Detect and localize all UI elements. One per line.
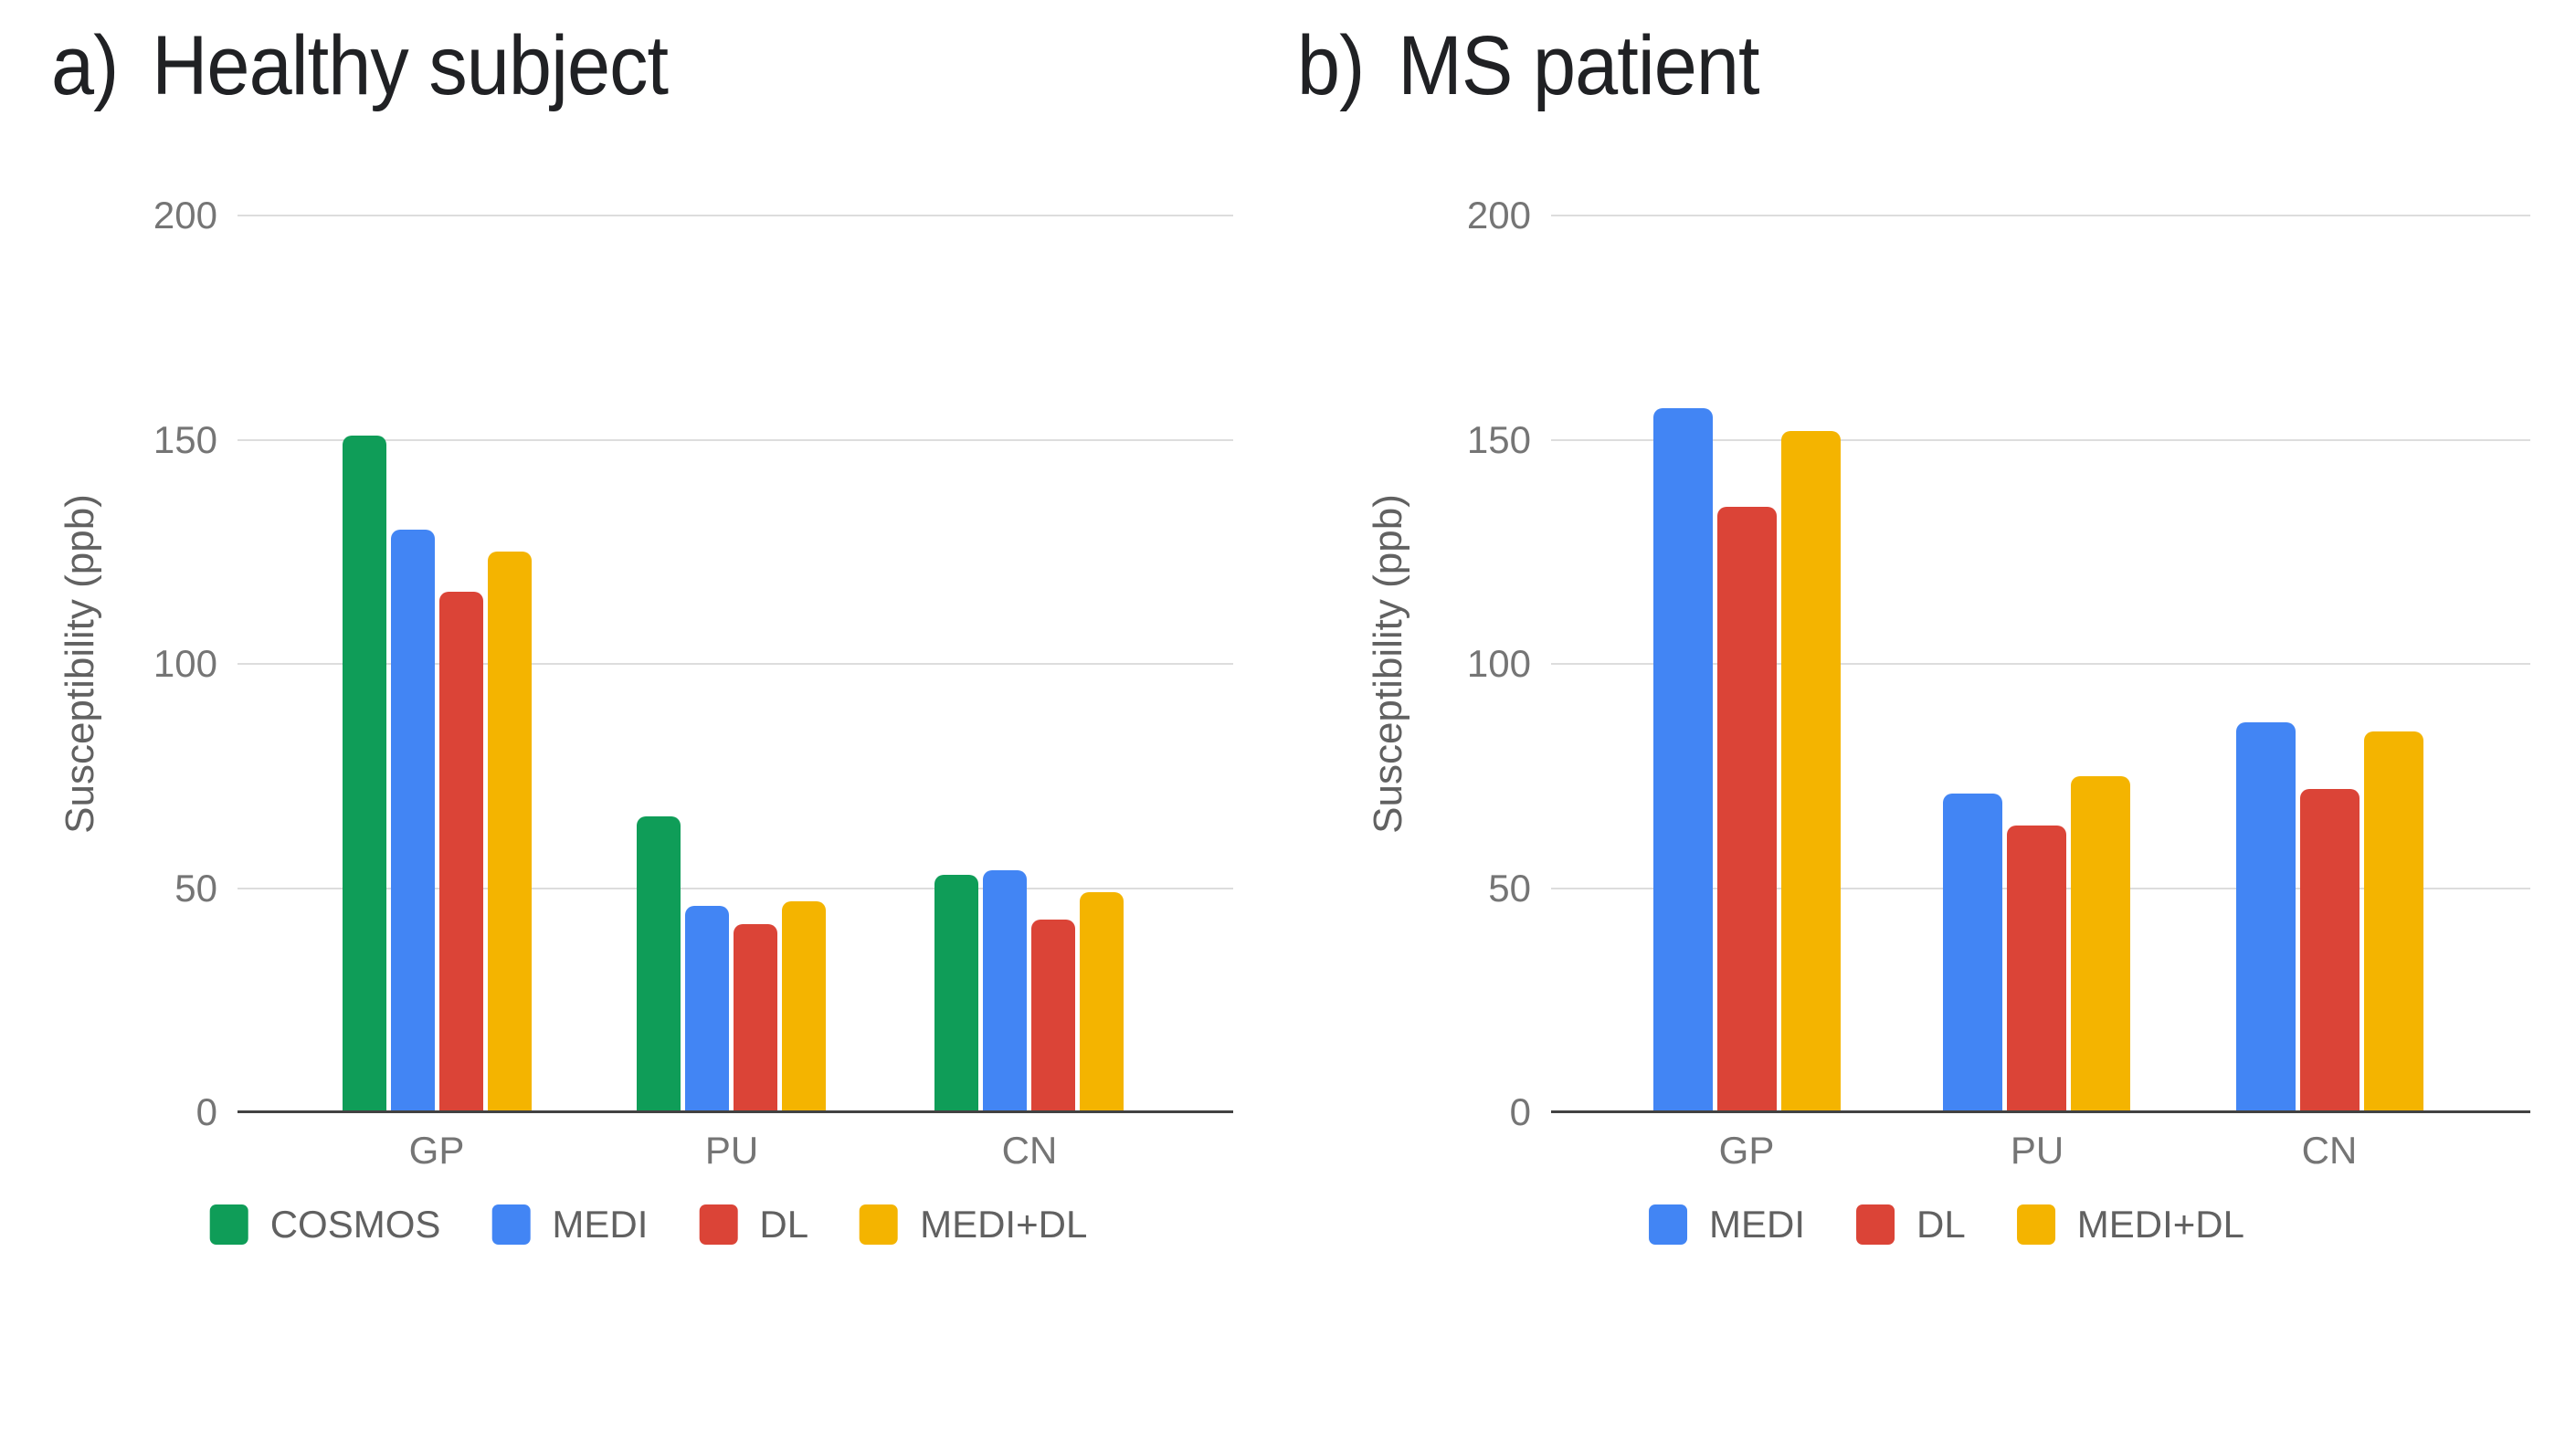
y-tick-label-200: 200 [1466,194,1531,237]
panel-b-prefix: b) [1297,19,1365,112]
category-label-pu: PU [704,1129,759,1172]
y-tick-label-150: 150 [153,418,217,461]
bar-dl-gp [439,592,483,1112]
bar-medi-gp [1653,408,1713,1112]
bar-dl-pu [2007,826,2066,1112]
y-tick-label-200: 200 [153,194,217,237]
legend-item-medi-dl: MEDI+DL [860,1204,1087,1246]
gridline-100 [238,663,1233,665]
legend-swatch-medi [491,1204,531,1245]
panel-a-prefix: a) [51,19,119,112]
bar-cosmos-gp [343,436,386,1112]
y-tick-label-50: 50 [174,867,217,910]
panel-a-title: a) Healthy subject [51,19,669,112]
bar-cosmos-pu [637,816,681,1112]
gridline-200 [1551,215,2530,216]
gridline-200 [238,215,1233,216]
bar-medi-dl-pu [2071,776,2130,1112]
gridline-150 [1551,438,2530,441]
legend-label-medi-dl: MEDI+DL [920,1203,1088,1246]
category-label-pu: PU [2010,1129,2064,1172]
legend-swatch-medi [1649,1204,1688,1245]
category-label-cn: CN [2301,1129,2358,1172]
legend-label-cosmos: COSMOS [269,1203,441,1246]
bar-medi-cn [983,870,1027,1112]
y-tick-label-150: 150 [1466,418,1531,461]
legend-a: COSMOS MEDI DL MEDI+DL [209,1203,1087,1246]
legend-label-medi-dl: MEDI+DL [2076,1203,2244,1246]
legend-label-dl: DL [759,1203,809,1246]
gridline-150 [238,438,1233,441]
bar-medi-cn [2236,722,2296,1112]
bar-medi-gp [391,530,435,1112]
gridline-50 [238,887,1233,889]
y-tick-label-0: 0 [1509,1090,1531,1133]
legend-label-dl: DL [1916,1203,1966,1246]
legend-item-dl: DL [699,1204,808,1246]
legend-swatch-medi-dl [860,1204,899,1245]
legend-item-dl: DL [1856,1204,1966,1246]
category-label-gp: GP [408,1129,465,1172]
bar-dl-cn [2300,789,2360,1112]
bar-medi-dl-gp [488,552,532,1112]
bar-dl-gp [1717,507,1777,1112]
y-tick-label-0: 0 [195,1090,217,1133]
bar-cosmos-cn [934,875,978,1112]
legend-label-medi: MEDI [1709,1203,1806,1246]
bar-dl-pu [734,924,777,1112]
category-label-gp: GP [1718,1129,1775,1172]
bar-medi-dl-cn [1080,892,1124,1112]
legend-swatch-dl [699,1204,738,1245]
bar-medi-pu [1943,794,2002,1112]
y-axis-title-a: Susceptibility (ppb) [58,494,102,834]
legend-item-medi: MEDI [1649,1204,1805,1246]
bar-medi-dl-pu [782,901,826,1112]
panel-b-title-text: MS patient [1398,19,1759,112]
y-tick-label-50: 50 [1488,867,1531,910]
bar-medi-dl-gp [1781,431,1841,1112]
legend-swatch-cosmos [209,1204,248,1245]
legend-swatch-medi-dl [2016,1204,2055,1245]
plot-area-a [238,215,1233,1113]
panel-b-title: b) MS patient [1297,19,1760,112]
legend-label-medi: MEDI [552,1203,649,1246]
legend-b: MEDI DL MEDI+DL [1649,1204,2244,1246]
gridline-100 [1551,663,2530,665]
y-tick-label-100: 100 [1466,642,1531,685]
y-tick-label-100: 100 [153,642,217,685]
category-label-cn: CN [1001,1129,1058,1172]
bar-dl-cn [1031,920,1075,1112]
y-axis-title-b: Susceptibility (ppb) [1366,494,1410,834]
legend-item-cosmos: COSMOS [209,1203,441,1246]
legend-item-medi-dl: MEDI+DL [2016,1203,2244,1246]
x-axis-line [238,1110,1233,1113]
x-axis-line [1551,1110,2530,1113]
panel-a-title-text: Healthy subject [152,19,669,112]
bar-medi-dl-cn [2364,731,2423,1112]
legend-swatch-dl [1856,1204,1895,1245]
legend-item-medi: MEDI [491,1204,648,1246]
plot-area-b [1551,215,2530,1113]
bar-medi-pu [685,906,729,1112]
